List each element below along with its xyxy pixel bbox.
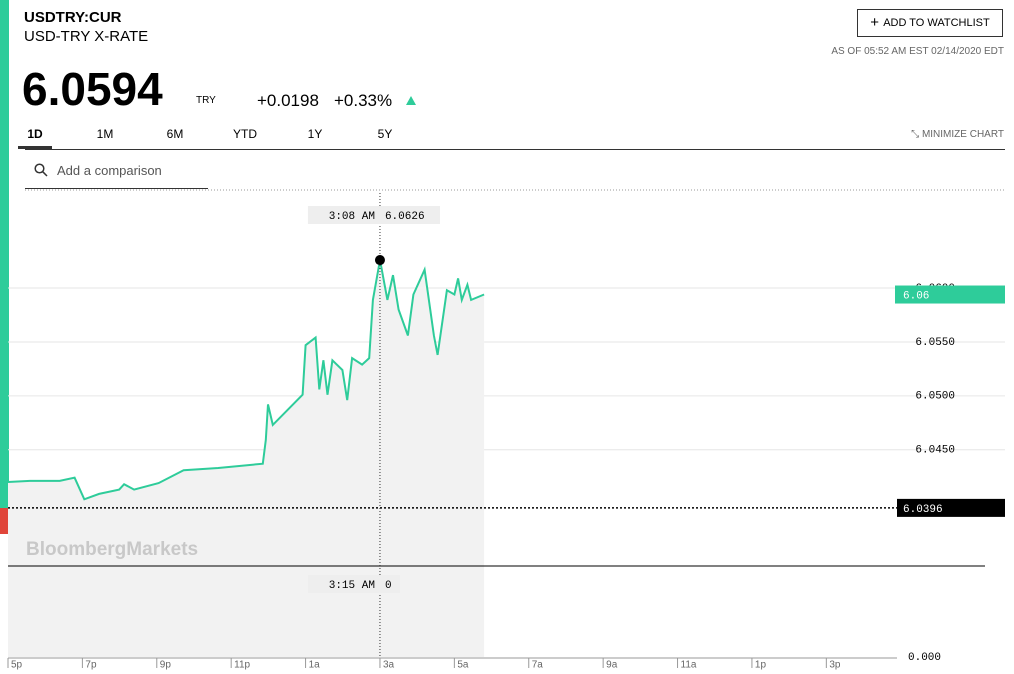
range-tab[interactable]: 6M [166,127,184,141]
price: 6.0594 [22,63,163,115]
y-tick-label: 6.0550 [915,337,955,349]
range-tab[interactable]: 1Y [307,127,323,141]
tooltip-bg [307,206,440,224]
prev-close-tag [897,498,1005,517]
x-tick-label: 7p [85,660,97,671]
ticker: USDTRY:CUR [24,9,122,26]
price-line [7,259,485,501]
tooltip-time: 3:15 AM [329,580,375,592]
x-tick-label: 11a [681,660,697,671]
comparison-input[interactable]: Add a comparison [25,152,208,189]
last-price-tag [895,285,1005,304]
comparison-placeholder: Add a comparison [57,163,162,178]
tooltip-time: 3:08 AM [329,211,375,223]
prev-close-label: 6.0396 [903,504,943,516]
search-icon [34,163,48,177]
x-tick-label: 1p [755,660,767,671]
tooltip-value: 0 [385,580,392,592]
volume-tick-label: 0.000 [908,652,941,664]
minimize-chart[interactable]: ⤡ MINIMIZE CHART [911,129,1004,140]
tooltip-bg [307,575,400,593]
x-tick-label: 1a [309,660,321,671]
watchlist-button[interactable]: + ADD TO WATCHLIST [857,9,1003,37]
range-tab[interactable]: 1D [18,127,52,149]
watchlist-label: ADD TO WATCHLIST [883,17,990,29]
x-tick-label: 9a [606,660,618,671]
x-tick-label: 3a [383,660,395,671]
x-tick-label: 3p [829,660,841,671]
x-tick-label: 7a [532,660,544,671]
change: +0.0198 [257,91,319,110]
crosshair-point [374,255,385,266]
x-tick-label: 9p [160,660,172,671]
change-pct: +0.33% [334,91,393,110]
accent-bar [0,0,9,508]
currency: TRY [196,95,216,106]
tooltip-value: 6.0626 [385,211,425,223]
range-tabs: 1D 1M 6M YTD 1Y 5Y [18,122,1005,150]
last-price-label: 6.06 [903,290,929,302]
x-tick-label: 5p [11,660,23,671]
watermark: BloombergMarkets [26,539,198,560]
minimize-label: MINIMIZE CHART [921,129,1004,140]
area [8,260,485,657]
y-tick-label: 6.0450 [915,445,955,457]
y-tick-label: 6.0500 [915,391,955,403]
x-tick-label: 11p [234,660,250,671]
range-tab[interactable]: 5Y [377,127,393,141]
range-tab[interactable]: 1M [96,127,114,141]
up-arrow [406,96,416,105]
range-tab[interactable]: YTD [233,127,257,141]
name: USD-TRY X-RATE [24,28,149,45]
as-of: AS OF 05:52 AM EST 02/14/2020 EDT [831,46,1004,57]
accent-bar-red [0,508,9,534]
x-tick-label: 5a [457,660,469,671]
